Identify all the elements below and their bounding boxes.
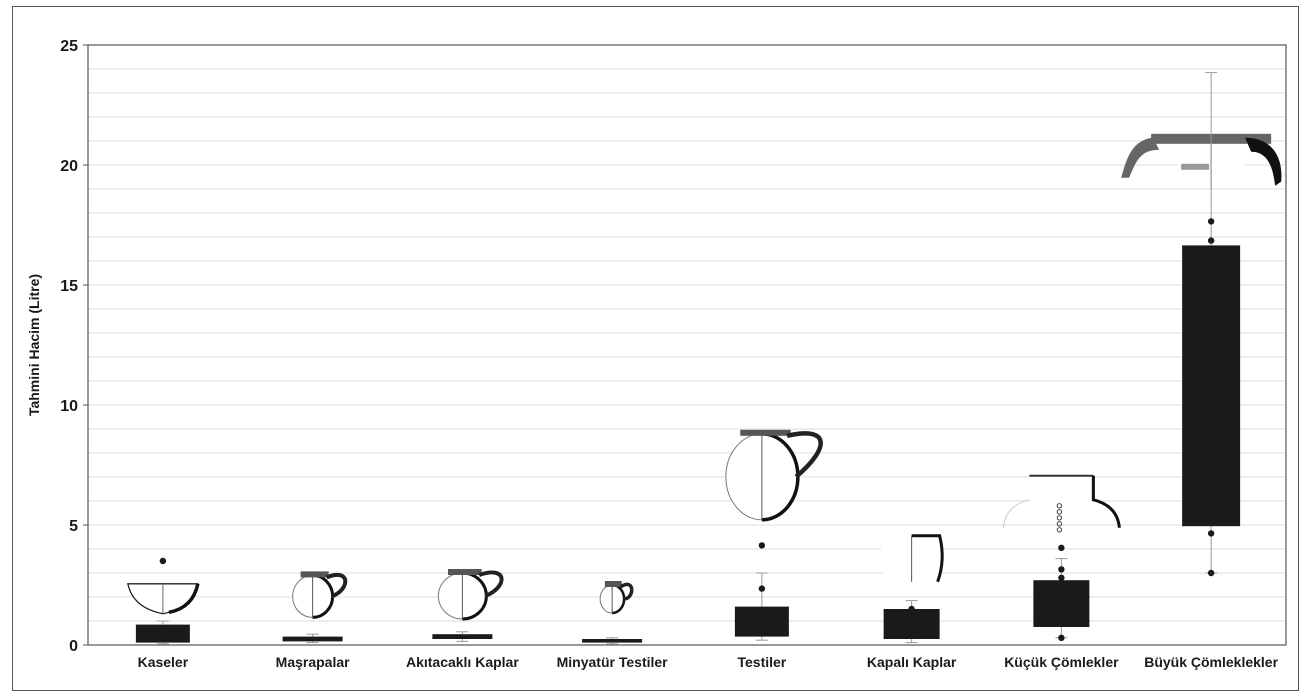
- y-axis-label: Tahmini Hacim (Litre): [26, 274, 42, 416]
- vessel-handle-icon: [786, 431, 823, 479]
- pot-decoration-icon: [1056, 521, 1063, 527]
- spouted-vessel-illustration: [437, 569, 504, 621]
- box-body: [1182, 245, 1241, 527]
- axes: 0 5 10 15 20 25 Kaseler Maşrapalar Akıtacaklı Ka…: [60, 38, 1287, 670]
- box-2: [282, 633, 343, 644]
- y-tick-label: 20: [60, 158, 78, 175]
- large-pot-right-handle-icon: [1245, 137, 1282, 186]
- box-5: [734, 542, 789, 641]
- box-body: [282, 636, 343, 642]
- large-pot-left-handle-icon: [1121, 137, 1160, 178]
- cup-illustration: [292, 571, 348, 619]
- outlier-point: [758, 585, 766, 592]
- y-tick-label: 15: [60, 278, 78, 295]
- jug-illustration: [725, 429, 823, 522]
- box-body: [135, 624, 190, 643]
- small-pot-illustration: [1002, 474, 1121, 533]
- x-tick-label: Kaseler: [138, 654, 189, 670]
- box-body: [1033, 580, 1090, 627]
- y-tick-label: 25: [60, 38, 78, 55]
- y-tick-label: 5: [69, 518, 78, 535]
- bowl-illustration: [127, 583, 200, 615]
- closed-vessel-illustration: [881, 534, 944, 583]
- chart-frame: [12, 6, 1299, 691]
- outlier-point: [1207, 569, 1215, 577]
- outlier-point: [1058, 566, 1065, 573]
- box-3: [432, 631, 493, 642]
- y-tick-label: 0: [69, 638, 78, 655]
- pot-profile-icon: [1091, 475, 1121, 528]
- large-pot-illustration: [1121, 133, 1282, 190]
- box-body: [734, 606, 789, 637]
- pot-profile-left-icon: [1002, 499, 1030, 528]
- outlier-point: [1207, 218, 1215, 225]
- box-8: [1182, 72, 1241, 577]
- x-tick-label: Minyatür Testiler: [557, 654, 669, 670]
- box-4: [582, 637, 643, 645]
- plot-area-border: [87, 44, 1287, 646]
- outlier-point: [908, 605, 915, 613]
- vessel-handle-icon: [478, 570, 504, 598]
- x-tick-label: Akıtacaklı Kaplar: [406, 654, 519, 670]
- outlier-point: [758, 542, 766, 549]
- vessel-rim-icon: [604, 581, 622, 587]
- pot-decoration-icon: [1056, 509, 1063, 515]
- vessel-rim-icon: [447, 569, 482, 575]
- vessel-rim-icon: [300, 571, 329, 578]
- pot-decoration-icon: [1056, 503, 1063, 509]
- vessel-illustrations: [127, 133, 1282, 621]
- box-series: [135, 72, 1241, 645]
- vessel-rim-icon: [740, 429, 791, 436]
- bowl-profile-icon: [168, 583, 200, 615]
- outlier-point: [1058, 574, 1065, 581]
- x-tick-label: Maşrapalar: [276, 654, 350, 670]
- pot-decoration-icon: [1056, 527, 1063, 533]
- outlier-point: [1058, 544, 1065, 551]
- y-tick-label: 10: [60, 398, 78, 415]
- x-tick-label: Kapalı Kaplar: [867, 654, 957, 670]
- box-6: [883, 600, 940, 644]
- outlier-point: [159, 557, 167, 565]
- pot-neck-icon: [1029, 475, 1094, 502]
- closed-vessel-profile-icon: [911, 534, 944, 583]
- box-7: [1033, 544, 1090, 641]
- box-body: [432, 634, 493, 639]
- box-body: [582, 639, 643, 643]
- x-tick-label: Büyük Çömleklekler: [1144, 654, 1278, 670]
- pot-decoration-icon: [1056, 515, 1063, 521]
- grid-lines: [88, 44, 1286, 646]
- box-1: [135, 557, 190, 645]
- outlier-point: [1207, 237, 1215, 244]
- outlier-point: [1207, 530, 1215, 537]
- outlier-point: [1058, 634, 1065, 641]
- x-tick-label: Küçük Çömlekler: [1004, 654, 1119, 670]
- box-body: [883, 609, 940, 639]
- vessel-handle-icon: [619, 582, 634, 601]
- x-tick-label: Testiler: [737, 654, 786, 670]
- large-pot-decoration-icon: [1181, 163, 1210, 170]
- miniature-jug-illustration: [599, 581, 634, 615]
- vessel-handle-icon: [325, 572, 348, 599]
